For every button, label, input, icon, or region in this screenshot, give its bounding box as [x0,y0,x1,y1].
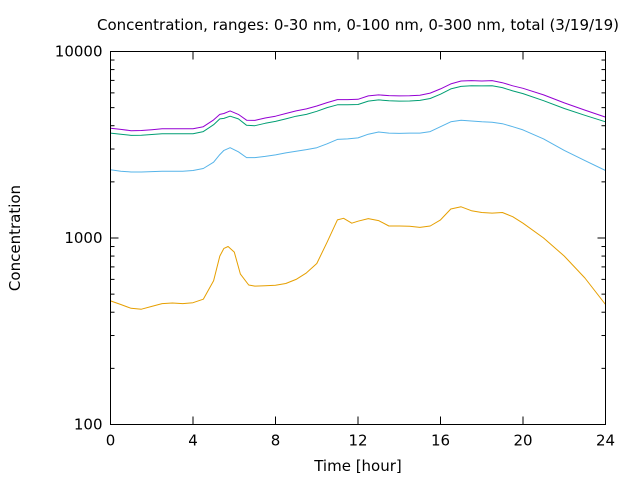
chart-title: Concentration, ranges: 0-30 nm, 0-100 nm… [97,16,619,34]
x-tick-label: 12 [348,432,367,450]
x-tick-label: 8 [271,432,281,450]
series-line-2 [110,119,606,173]
y-axis-label: Concentration [6,185,24,291]
y-tick-label: 100 [74,416,103,434]
series-line-1 [110,206,606,310]
x-tick-label: 20 [513,432,532,450]
y-tick-label: 1000 [64,229,102,247]
x-tick-label: 16 [431,432,450,450]
x-axis-label: Time [hour] [313,457,402,475]
x-tick-label: 0 [106,432,116,450]
y-axis: 100 1000 10000 [55,43,606,434]
x-axis: 0 4 8 12 16 20 24 [106,51,615,450]
plot-area [110,80,606,310]
y-tick-label: 10000 [55,43,103,61]
series-line-3 [110,85,606,136]
x-tick-label: 4 [188,432,198,450]
series-line-4 [110,80,606,132]
x-tick-label: 24 [596,432,615,450]
plot-frame [110,51,606,425]
